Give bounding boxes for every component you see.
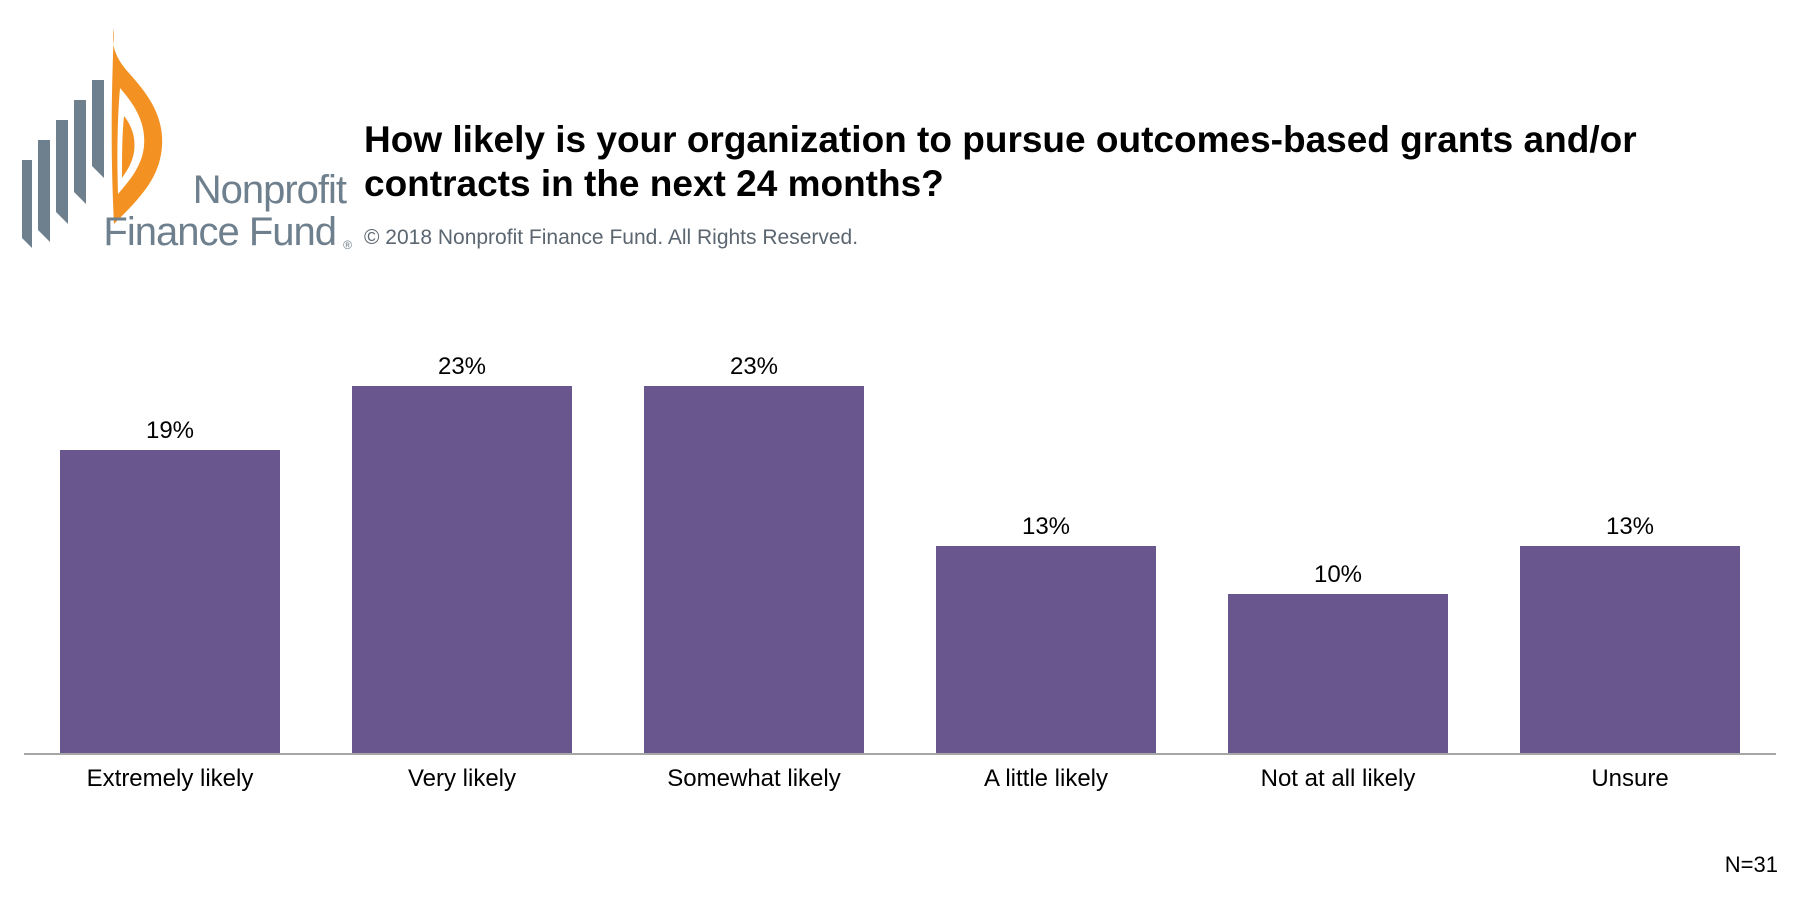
- bar-2: [644, 386, 864, 754]
- bar-3: [936, 546, 1156, 754]
- sample-size-note: N=31: [1724, 852, 1778, 877]
- logo-text-line2: Finance Fund: [103, 210, 337, 254]
- category-label-3: A little likely: [984, 765, 1108, 792]
- nonprofit-finance-fund-logo: Nonprofit Finance Fund ®: [22, 28, 352, 258]
- category-label-5: Unsure: [1591, 765, 1668, 792]
- category-label-1: Very likely: [408, 765, 516, 792]
- data-label-0: 19%: [146, 417, 194, 444]
- flame-leaf-icon: [22, 28, 163, 248]
- bar-4: [1228, 594, 1448, 754]
- category-label-2: Somewhat likely: [667, 765, 840, 792]
- category-label-0: Extremely likely: [87, 765, 254, 792]
- bar-1: [352, 386, 572, 754]
- data-label-5: 13%: [1606, 513, 1654, 540]
- category-label-4: Not at all likely: [1261, 765, 1416, 792]
- logo-text-line1: Nonprofit: [192, 168, 347, 212]
- data-label-2: 23%: [730, 353, 778, 380]
- data-label-3: 13%: [1022, 513, 1070, 540]
- data-label-1: 23%: [438, 353, 486, 380]
- registered-mark: ®: [343, 238, 352, 252]
- chart-title: How likely is your organization to pursu…: [364, 119, 1637, 204]
- copyright-notice: © 2018 Nonprofit Finance Fund. All Right…: [364, 226, 859, 249]
- bar-0: [60, 450, 280, 754]
- bar-5: [1520, 546, 1740, 754]
- data-label-4: 10%: [1314, 561, 1362, 588]
